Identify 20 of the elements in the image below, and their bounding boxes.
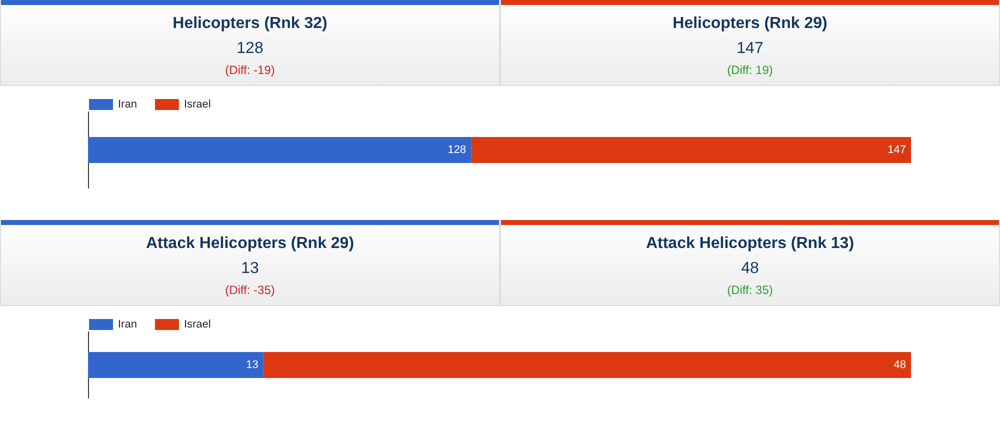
legend-label: Israel — [184, 98, 211, 110]
text: (Diff: 35) — [726, 283, 774, 297]
text: (Diff: 19) — [726, 63, 774, 77]
legend-label: Israel — [184, 318, 211, 330]
text: Helicopters (Rnk 32) — [172, 15, 328, 33]
text: 48 — [740, 260, 760, 278]
text: Helicopters (Rnk 29) — [672, 15, 828, 33]
data-label: 147 — [888, 144, 906, 156]
text: Attack Helicopters (Rnk 29) — [144, 235, 356, 253]
text: (Diff: -19) — [224, 63, 276, 77]
text: 13 — [240, 260, 260, 278]
text: 147 — [736, 40, 764, 58]
data-label: 13 — [246, 359, 258, 371]
text: 128 — [236, 40, 264, 58]
data-label: 48 — [894, 359, 906, 371]
text: (Diff: -35) — [224, 283, 276, 297]
data-label: 128 — [448, 144, 466, 156]
legend-label: Iran — [118, 98, 137, 110]
legend-label: Iran — [118, 318, 137, 330]
text: Attack Helicopters (Rnk 13) — [644, 235, 856, 253]
